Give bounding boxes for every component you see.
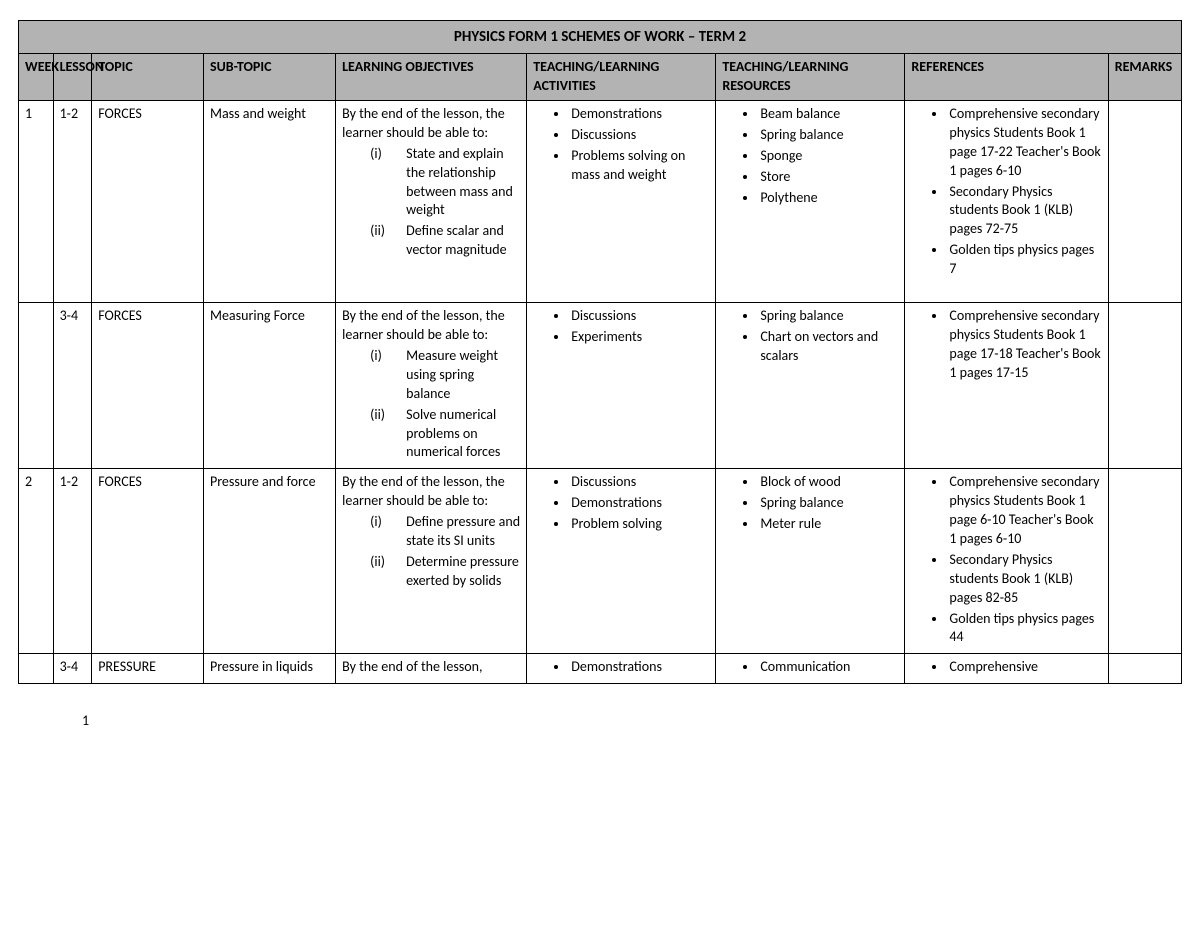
header-row: WEEK LESSON TOPIC SUB-TOPIC LEARNING OBJ… xyxy=(19,54,1182,101)
header-references: REFERENCES xyxy=(905,54,1108,101)
cell-activities: Demonstrations xyxy=(527,654,716,684)
list-item: Discussions xyxy=(569,307,709,326)
cell-objectives: By the end of the lesson, the learner sh… xyxy=(336,303,527,469)
cell-lesson: 3-4 xyxy=(53,654,92,684)
list-item: Demonstrations xyxy=(569,658,709,677)
cell-topic: PRESSURE xyxy=(92,654,204,684)
list-item: Polythene xyxy=(758,189,898,208)
list-item: Problem solving xyxy=(569,515,709,534)
objectives-intro: By the end of the lesson, the learner sh… xyxy=(342,105,520,143)
list-item: Experiments xyxy=(569,328,709,347)
list-item: Comprehensive secondary physics Students… xyxy=(947,105,1101,181)
list-item: Comprehensive secondary physics Students… xyxy=(947,473,1101,549)
cell-references: Comprehensive secondary physics Students… xyxy=(905,469,1108,654)
header-resources: TEACHING/LEARNING RESOURCES xyxy=(716,54,905,101)
cell-subtopic: Mass and weight xyxy=(204,101,336,303)
list-item: Spring balance xyxy=(758,126,898,145)
cell-lesson: 1-2 xyxy=(53,469,92,654)
header-activities: TEACHING/LEARNING ACTIVITIES xyxy=(527,54,716,101)
objective-item: (ii)Determine pressure exerted by solids xyxy=(370,553,520,591)
cell-week: 1 xyxy=(19,101,54,303)
cell-remarks xyxy=(1108,469,1181,654)
objective-item: (i)State and explain the relationship be… xyxy=(370,145,520,221)
table-row: 21-2FORCESPressure and forceBy the end o… xyxy=(19,469,1182,654)
cell-lesson: 1-2 xyxy=(53,101,92,303)
cell-remarks xyxy=(1108,654,1181,684)
cell-resources: Communication xyxy=(716,654,905,684)
list-item: Discussions xyxy=(569,473,709,492)
list-item: Block of wood xyxy=(758,473,898,492)
list-item: Secondary Physics students Book 1 (KLB) … xyxy=(947,551,1101,608)
list-item: Discussions xyxy=(569,126,709,145)
cell-resources: Block of wood Spring balance Meter rule xyxy=(716,469,905,654)
cell-subtopic: Measuring Force xyxy=(204,303,336,469)
objective-item: (ii)Solve numerical problems on numerica… xyxy=(370,406,520,463)
list-item: Secondary Physics students Book 1 (KLB) … xyxy=(947,183,1101,240)
list-item: Problems solving on mass and weight xyxy=(569,147,709,185)
list-item: Spring balance xyxy=(758,307,898,326)
list-item: Communication xyxy=(758,658,898,677)
objectives-intro: By the end of the lesson, the learner sh… xyxy=(342,473,520,511)
cell-week xyxy=(19,303,54,469)
objective-item: (i)Define pressure and state its SI unit… xyxy=(370,513,520,551)
cell-objectives: By the end of the lesson, the learner sh… xyxy=(336,101,527,303)
cell-week xyxy=(19,654,54,684)
table-title: PHYSICS FORM 1 SCHEMES OF WORK – TERM 2 xyxy=(19,21,1182,54)
list-item: Demonstrations xyxy=(569,105,709,124)
header-week: WEEK xyxy=(19,54,54,101)
table-row: 3-4PRESSUREPressure in liquids By the end… xyxy=(19,654,1182,684)
objectives-intro: By the end of the lesson, the learner sh… xyxy=(342,307,520,345)
cell-topic: FORCES xyxy=(92,469,204,654)
cell-references: Comprehensive secondary physics Students… xyxy=(905,101,1108,303)
cell-activities: Demonstrations Discussions Problems solvin… xyxy=(527,101,716,303)
list-item: Meter rule xyxy=(758,515,898,534)
objective-item: (ii)Define scalar and vector magnitude xyxy=(370,222,520,260)
cell-references: Comprehensive secondary physics Students… xyxy=(905,303,1108,469)
list-item: Sponge xyxy=(758,147,898,166)
cell-subtopic: Pressure in liquids xyxy=(204,654,336,684)
schemes-table: PHYSICS FORM 1 SCHEMES OF WORK – TERM 2 … xyxy=(18,20,1182,684)
header-remarks: REMARKS xyxy=(1108,54,1181,101)
cell-topic: FORCES xyxy=(92,101,204,303)
cell-activities: Discussions Demonstrations Problem solving xyxy=(527,469,716,654)
cell-subtopic: Pressure and force xyxy=(204,469,336,654)
cell-resources: Beam balance Spring balance Sponge Store Pol… xyxy=(716,101,905,303)
cell-lesson: 3-4 xyxy=(53,303,92,469)
cell-remarks xyxy=(1108,303,1181,469)
cell-resources: Spring balance Chart on vectors and scala… xyxy=(716,303,905,469)
list-item: Spring balance xyxy=(758,494,898,513)
list-item: Golden tips physics pages 44 xyxy=(947,610,1101,648)
cell-week: 2 xyxy=(19,469,54,654)
list-item: Demonstrations xyxy=(569,494,709,513)
page-number: 1 xyxy=(82,712,1182,729)
list-item: Chart on vectors and scalars xyxy=(758,328,898,366)
cell-activities: Discussions Experiments xyxy=(527,303,716,469)
cell-objectives: By the end of the lesson, the learner sh… xyxy=(336,469,527,654)
list-item: Comprehensive xyxy=(947,658,1101,677)
list-item: Golden tips physics pages 7 xyxy=(947,241,1101,279)
objective-item: (i)Measure weight using spring balance xyxy=(370,347,520,404)
list-item: Beam balance xyxy=(758,105,898,124)
table-row: 3-4FORCESMeasuring ForceBy the end of th… xyxy=(19,303,1182,469)
table-row: 11-2FORCESMass and weightBy the end of t… xyxy=(19,101,1182,303)
objectives-intro: By the end of the lesson, xyxy=(342,658,520,677)
cell-references: Comprehensive xyxy=(905,654,1108,684)
header-objectives: LEARNING OBJECTIVES xyxy=(336,54,527,101)
cell-objectives: By the end of the lesson, xyxy=(336,654,527,684)
list-item: Store xyxy=(758,168,898,187)
cell-remarks xyxy=(1108,101,1181,303)
table-body: 11-2FORCESMass and weightBy the end of t… xyxy=(19,101,1182,684)
list-item: Comprehensive secondary physics Students… xyxy=(947,307,1101,383)
header-subtopic: SUB-TOPIC xyxy=(204,54,336,101)
header-topic: TOPIC xyxy=(92,54,204,101)
cell-topic: FORCES xyxy=(92,303,204,469)
